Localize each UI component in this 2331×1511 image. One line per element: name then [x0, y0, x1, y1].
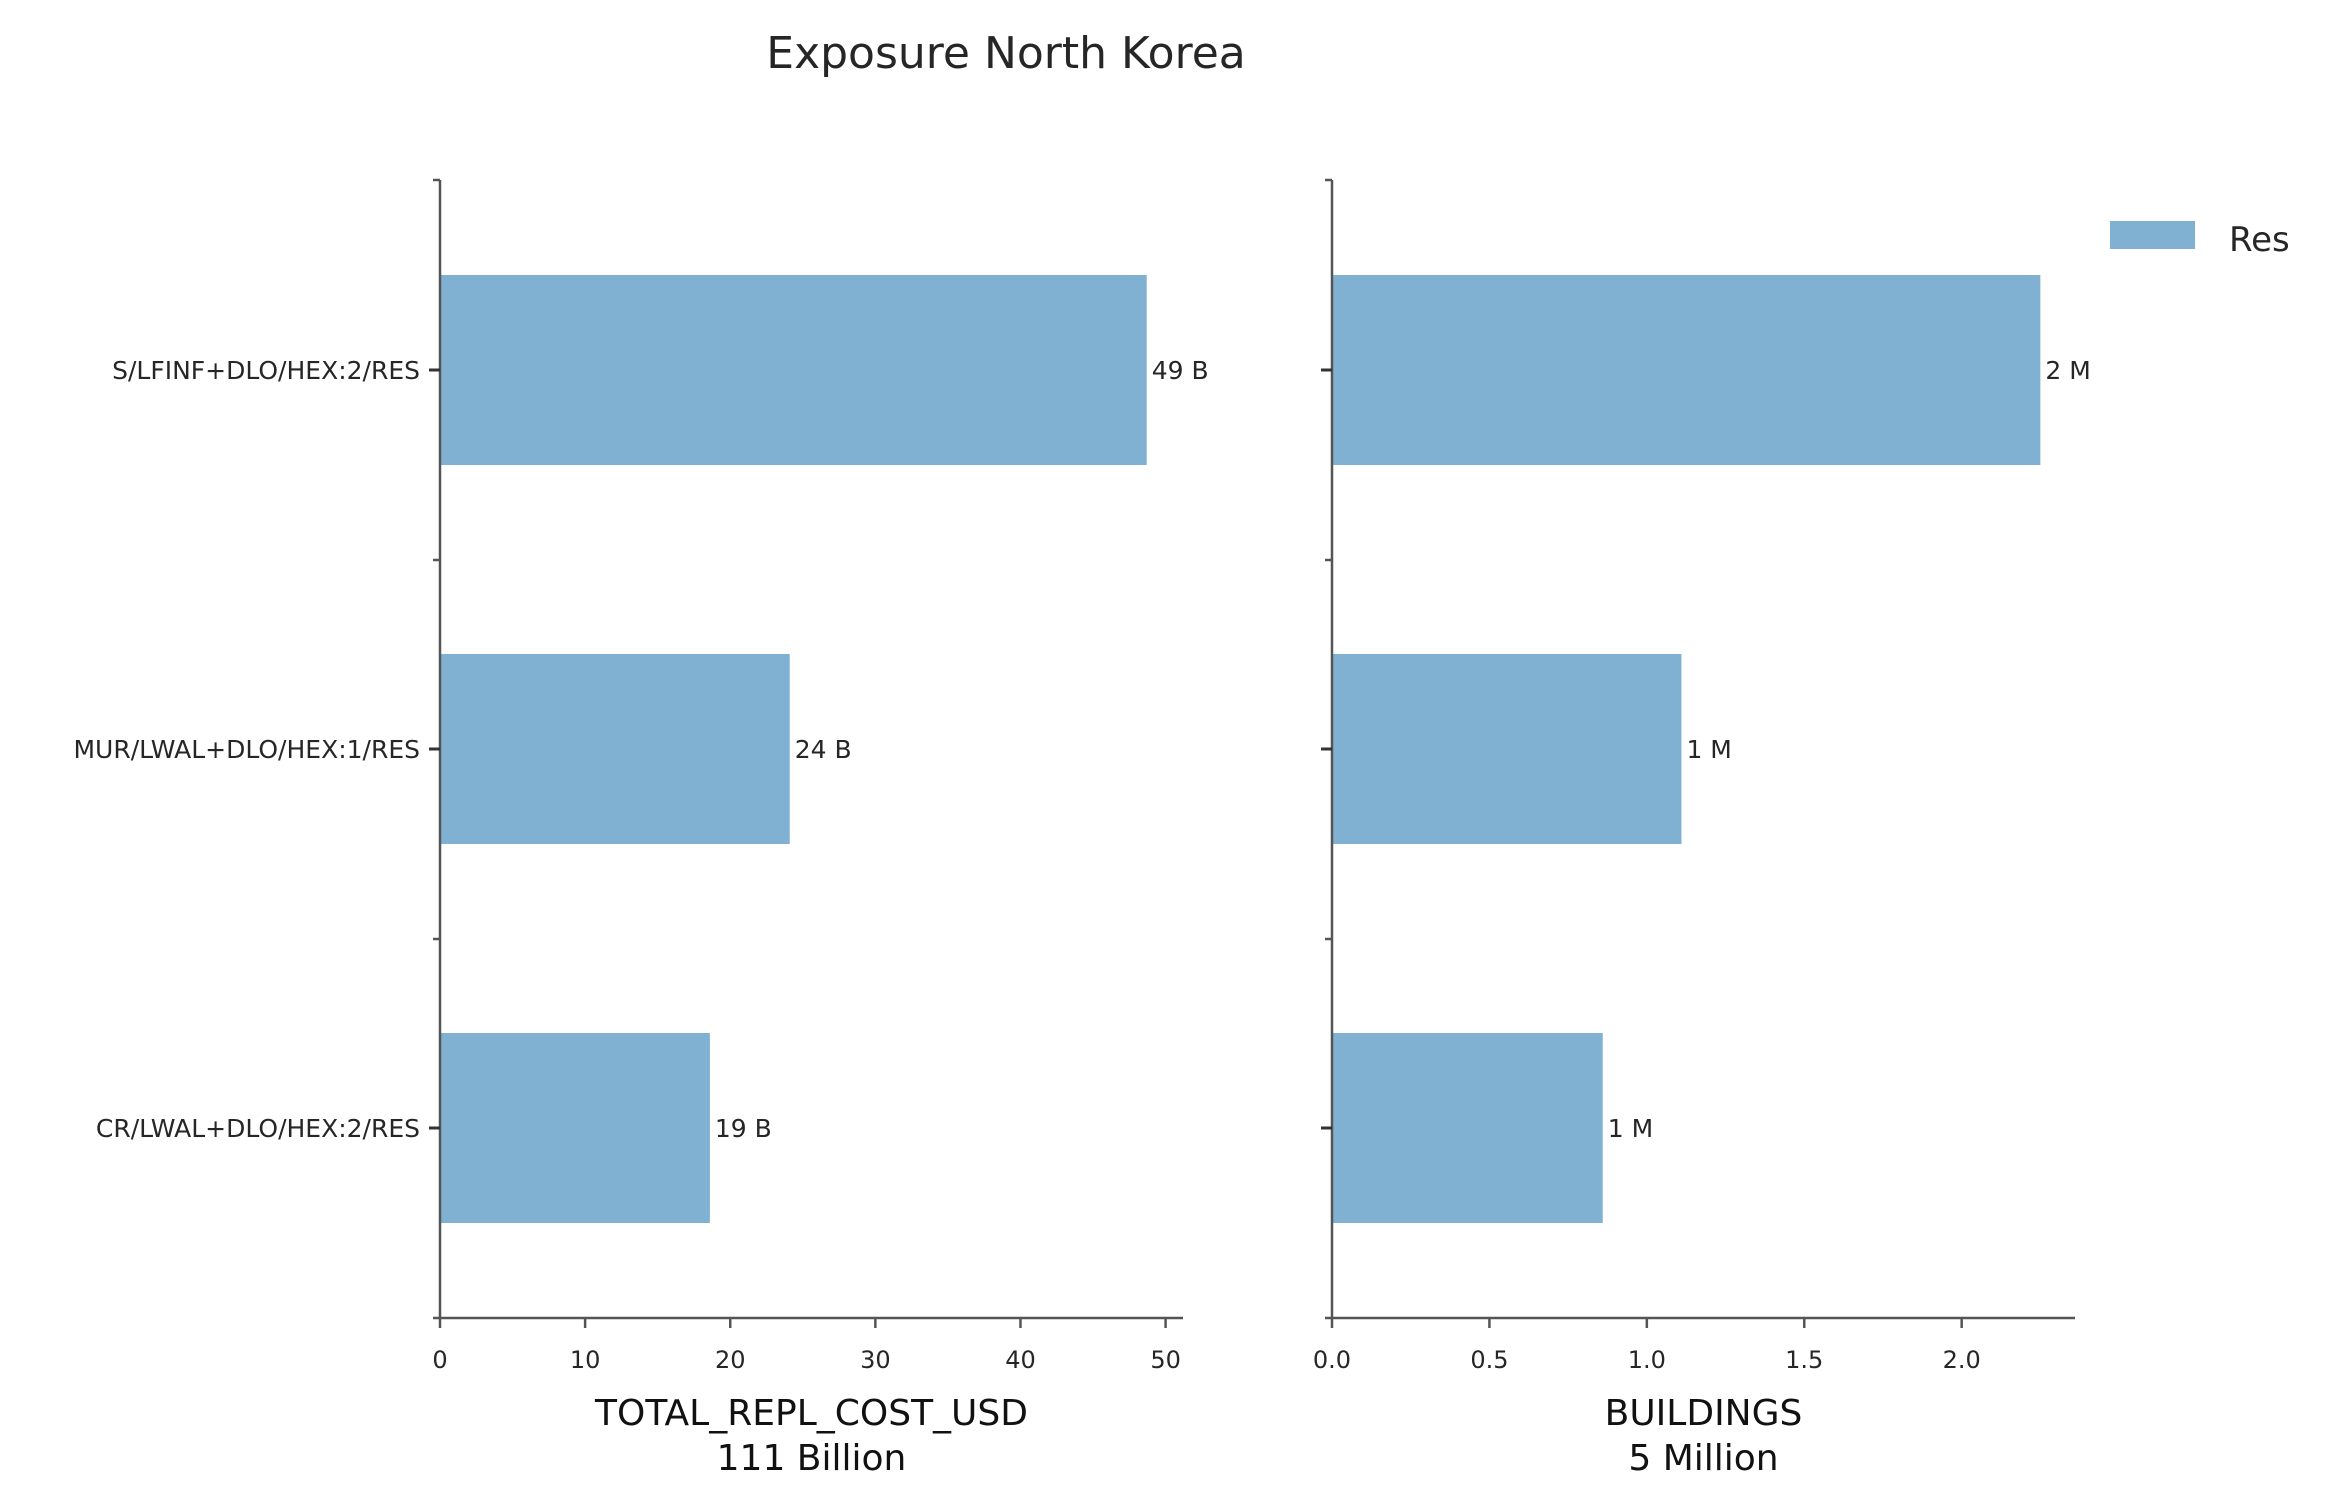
category-label-3: CR/LWAL+DLO/HEX:2/RES	[96, 1114, 420, 1143]
x-tick-label-2-3: 1.0	[1628, 1346, 1666, 1374]
data-label-2-3: 1 M	[1608, 1114, 1653, 1143]
category-label-1: S/LFINF+DLO/HEX:2/RES	[112, 356, 420, 385]
data-label-1-2: 24 B	[795, 735, 852, 764]
data-label-1-3: 19 B	[715, 1114, 772, 1143]
x-tick-label-1-6: 50	[1150, 1346, 1181, 1374]
x-axis-title-1: TOTAL_REPL_COST_USD	[594, 1393, 1028, 1434]
x-tick-label-1-3: 20	[715, 1346, 746, 1374]
x-tick-label-1-4: 30	[860, 1346, 891, 1374]
x-axis-subtitle-1: 111 Billion	[717, 1438, 907, 1479]
x-tick-label-2-4: 1.5	[1785, 1346, 1823, 1374]
data-label-1-1: 49 B	[1152, 356, 1209, 385]
x-tick-label-1-2: 10	[570, 1346, 601, 1374]
x-axis-subtitle-2: 5 Million	[1628, 1438, 1778, 1479]
x-tick-label-2-2: 0.5	[1470, 1346, 1508, 1374]
x-tick-label-1-5: 40	[1005, 1346, 1036, 1374]
legend: Res	[2110, 220, 2290, 260]
legend-entry-res: Res	[2229, 220, 2290, 260]
bar-1-2	[440, 654, 790, 844]
legend-swatch	[2110, 221, 2195, 249]
bar-1-1	[440, 275, 1147, 465]
panel-1: 49 B 24 B 19 B S/LFINF+DLO/HEX:2/RES MUR/LWA…	[73, 178, 1209, 1479]
bar-2-3	[1332, 1033, 1603, 1223]
category-label-2: MUR/LWAL+DLO/HEX:1/RES	[73, 735, 420, 764]
x-tick-label-2-5: 2.0	[1943, 1346, 1981, 1374]
chart-title: Exposure North Korea	[766, 28, 1245, 79]
bar-1-3	[440, 1033, 710, 1223]
data-label-2-1: 2 M	[2045, 356, 2090, 385]
bar-2-2	[1332, 654, 1682, 844]
x-tick-label-2-1: 0.0	[1313, 1346, 1351, 1374]
bar-2-1	[1332, 275, 2041, 465]
panels: 49 B 24 B 19 B S/LFINF+DLO/HEX:2/RES MUR/LWA…	[73, 178, 2091, 1479]
x-axis-title-2: BUILDINGS	[1605, 1393, 1803, 1434]
data-label-2-2: 1 M	[1686, 735, 1731, 764]
x-tick-label-1-1: 0	[432, 1346, 447, 1374]
